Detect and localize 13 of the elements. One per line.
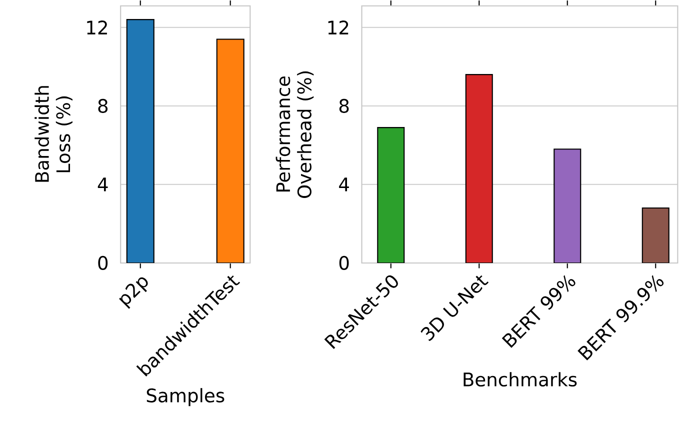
x-axis-title: Samples — [146, 388, 224, 406]
y-axis-title: Performance Overhead (%) — [276, 71, 314, 198]
y-axis-title: Bandwidth Loss (%) — [34, 86, 72, 182]
bar — [554, 148, 582, 263]
y-tick-label: 8 — [98, 98, 108, 113]
y-tick-label: 8 — [339, 98, 349, 113]
y-tick-label: 4 — [98, 178, 108, 192]
y-tick-label: 0 — [98, 256, 108, 270]
x-axis-title: Benchmarks — [464, 372, 577, 386]
y-tick-label: 4 — [339, 178, 349, 192]
y-tick-label: 12 — [87, 20, 107, 34]
y-tick-label: 12 — [328, 20, 348, 34]
y-tick-label: 0 — [339, 256, 349, 270]
